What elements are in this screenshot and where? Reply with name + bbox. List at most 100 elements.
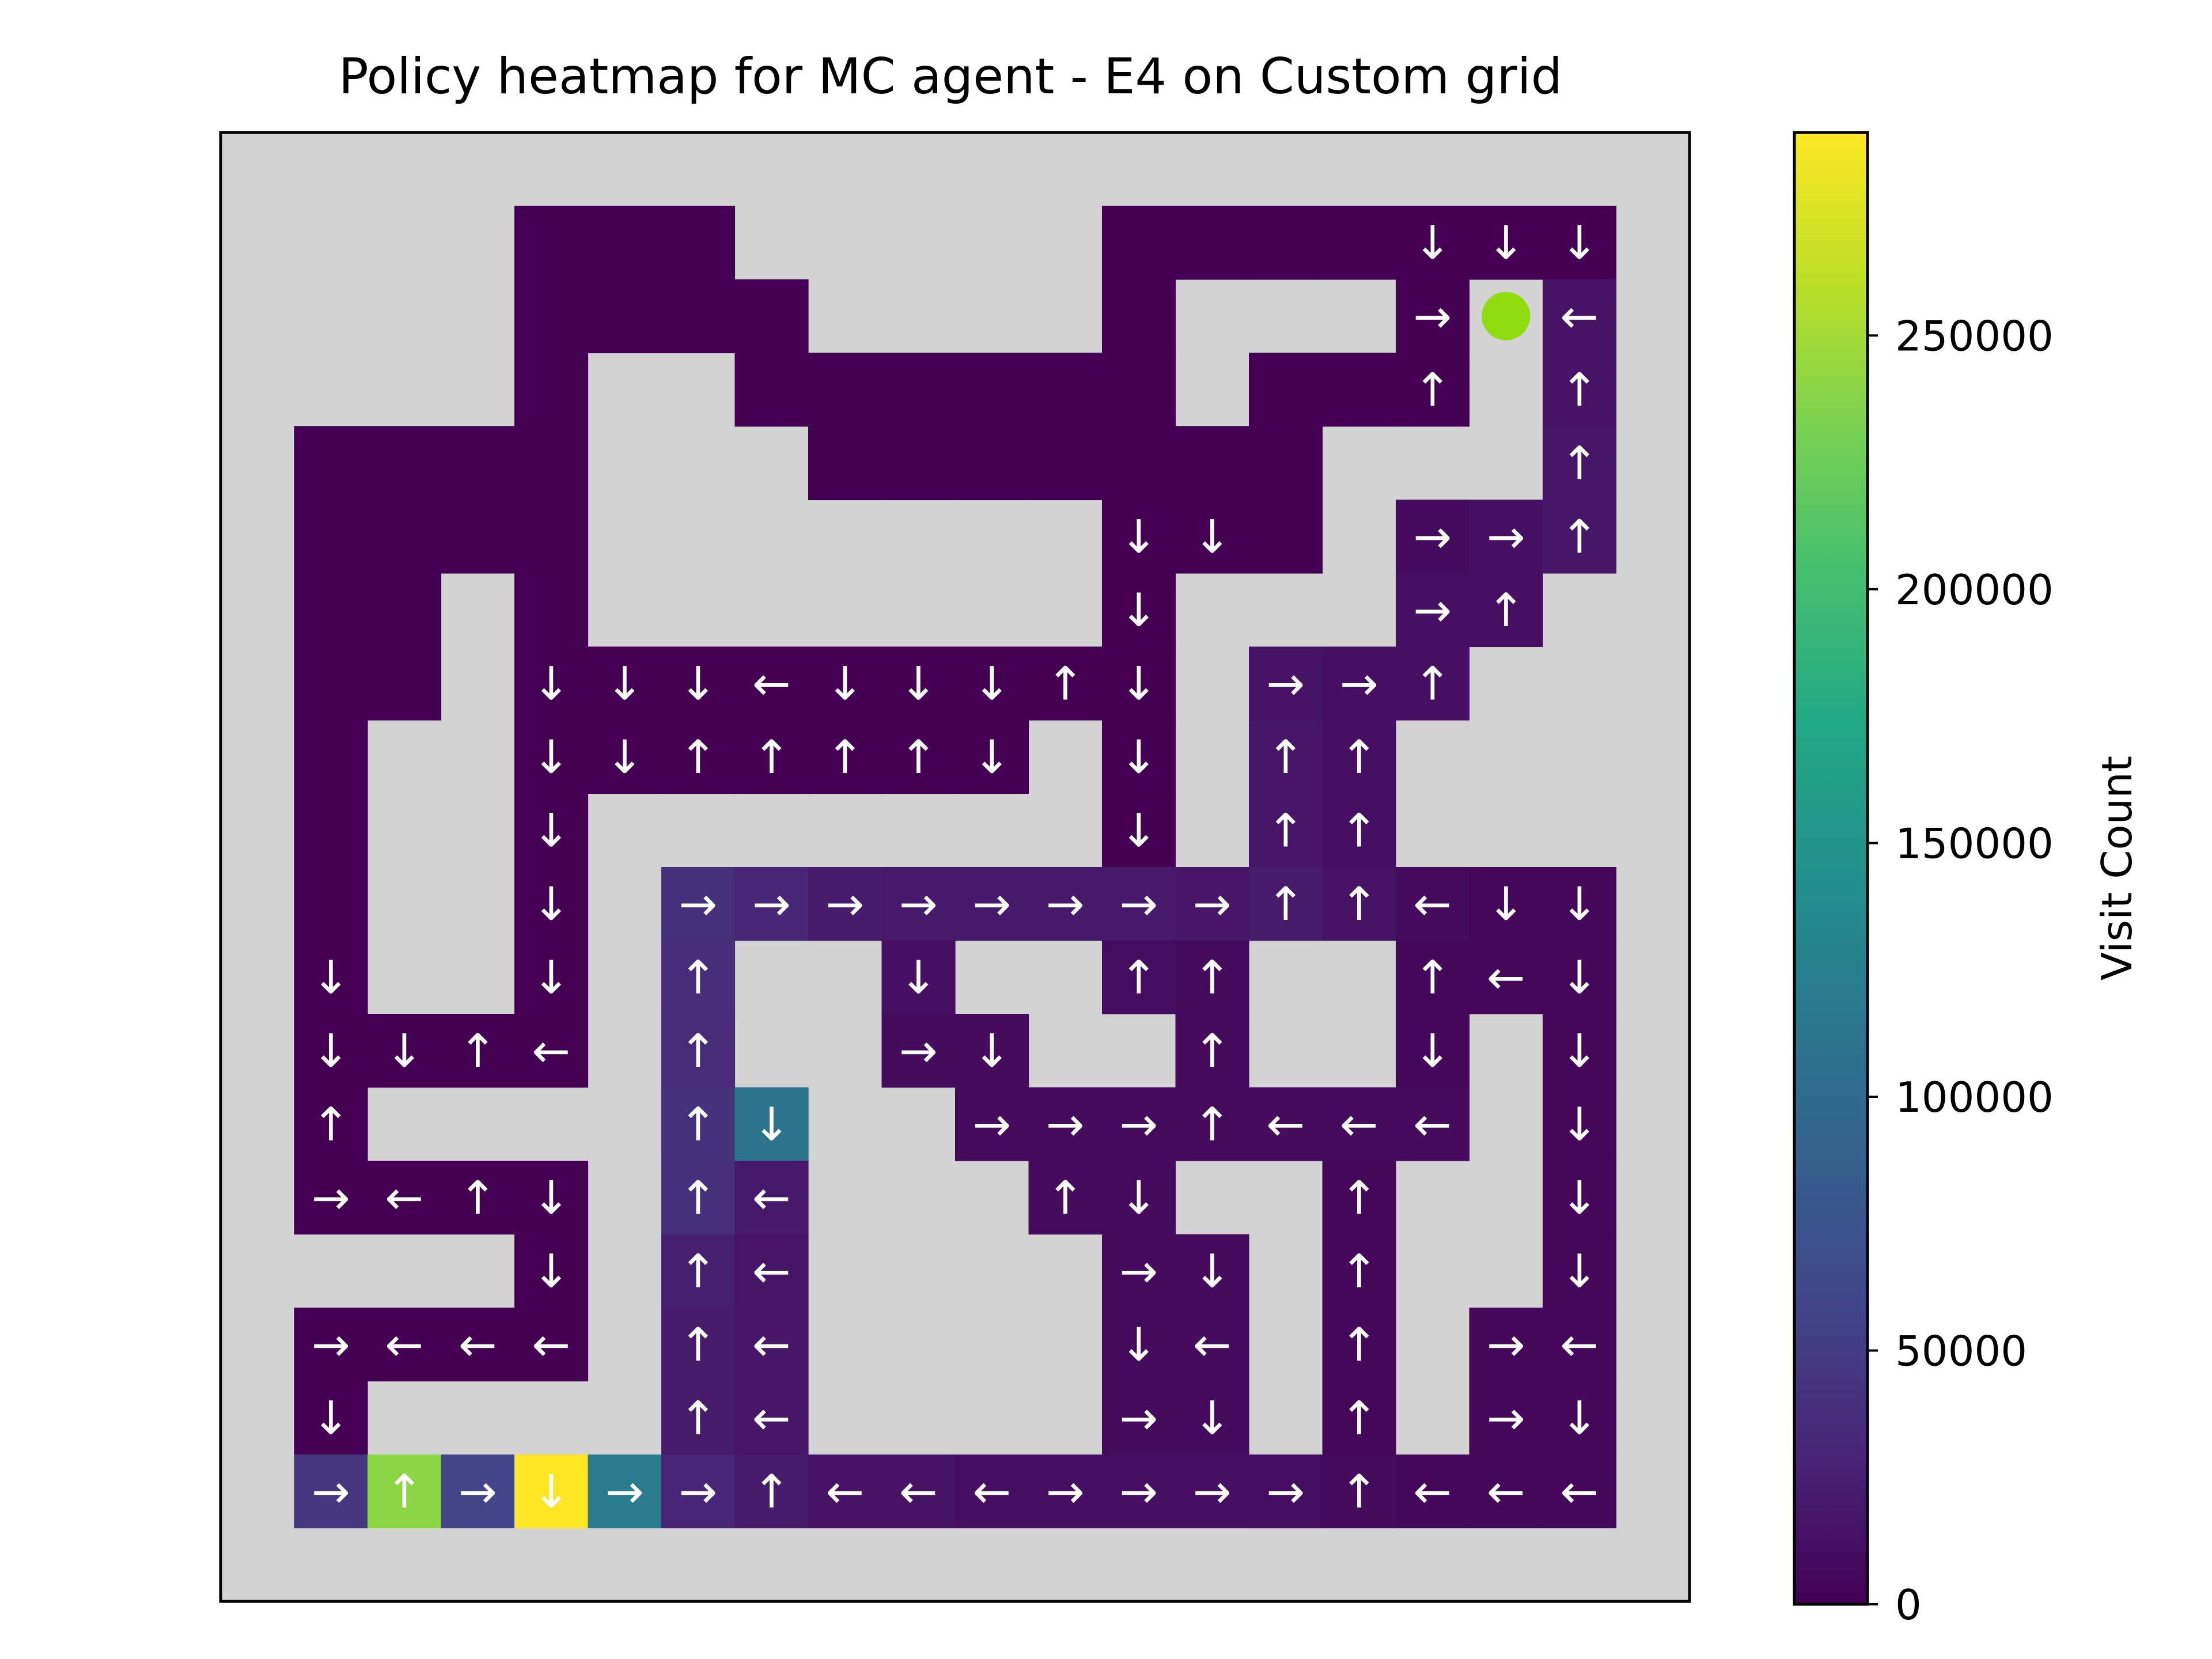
policy-arrow: ↑ — [1413, 363, 1452, 416]
heatmap-cell — [1102, 573, 1176, 647]
heatmap-cell — [1102, 1234, 1176, 1308]
policy-arrow: → — [972, 877, 1011, 931]
heatmap-cell — [1469, 867, 1543, 941]
heatmap-cell — [368, 1455, 442, 1529]
policy-arrow: ← — [752, 1391, 791, 1445]
heatmap-cell — [955, 1455, 1029, 1529]
policy-arrow: ← — [752, 657, 791, 710]
heatmap-cell — [1249, 353, 1323, 427]
policy-arrow: ↑ — [1266, 804, 1305, 857]
heatmap-cell — [1102, 426, 1176, 501]
heatmap-cell — [441, 1308, 515, 1382]
colorbar-tick-label: 50000 — [1895, 1327, 2027, 1375]
policy-arrow: ↓ — [1560, 1024, 1599, 1078]
policy-arrow: → — [1487, 510, 1525, 563]
heatmap-cell — [1396, 206, 1470, 280]
policy-arrow: → — [1119, 1244, 1158, 1298]
heatmap-cell — [1469, 940, 1543, 1014]
heatmap-cell — [294, 1161, 368, 1235]
heatmap-cell — [1175, 1087, 1249, 1161]
heatmap-cell — [1469, 1381, 1543, 1455]
policy-arrow: ↓ — [532, 1465, 570, 1518]
policy-arrow: → — [679, 1465, 717, 1518]
policy-arrow: ↑ — [1340, 877, 1378, 931]
policy-arrow: ← — [385, 1318, 423, 1372]
heatmap-cell — [294, 573, 368, 647]
heatmap-cell — [1322, 1234, 1396, 1308]
heatmap-cell — [1543, 940, 1617, 1014]
heatmap-cell — [514, 646, 589, 721]
policy-arrow: ↑ — [1340, 1391, 1378, 1445]
policy-arrow: ← — [1487, 1465, 1525, 1518]
heatmap-cell — [514, 573, 589, 647]
heatmap-cell — [734, 279, 809, 354]
policy-arrow: ↑ — [679, 1318, 717, 1372]
heatmap-cell — [734, 1308, 809, 1382]
heatmap-cell — [1102, 940, 1176, 1014]
policy-arrow: ↓ — [972, 730, 1011, 784]
heatmap-cell — [1175, 1455, 1249, 1529]
heatmap-cell — [588, 279, 662, 354]
heatmap-cell — [1175, 1308, 1249, 1382]
policy-arrow: ↓ — [605, 730, 644, 784]
heatmap-cell — [514, 1234, 589, 1308]
heatmap-cell — [734, 353, 809, 427]
heatmap-cell — [1322, 206, 1396, 280]
heatmap-cell — [1396, 499, 1470, 574]
heatmap-cell — [294, 646, 368, 721]
heatmap-cell — [808, 646, 882, 721]
heatmap-cell — [1028, 353, 1103, 427]
heatmap-cell — [1249, 1087, 1323, 1161]
policy-arrow: ↑ — [1119, 950, 1158, 1004]
heatmap-cell — [1102, 793, 1176, 868]
heatmap-cell — [588, 206, 662, 280]
policy-arrow: → — [1119, 1391, 1158, 1445]
heatmap-cell — [1102, 353, 1176, 427]
plot-frame — [219, 131, 1691, 1603]
policy-arrow: ↑ — [1413, 950, 1452, 1004]
colorbar-tick-label: 250000 — [1895, 312, 2054, 360]
heatmap-cell — [368, 573, 442, 647]
heatmap-cell — [661, 1381, 736, 1455]
policy-arrow: ↑ — [1340, 1465, 1378, 1518]
policy-arrow: → — [459, 1465, 497, 1518]
heatmap-cell — [1396, 1087, 1470, 1161]
policy-arrow: ↑ — [459, 1024, 497, 1078]
heatmap-cell — [661, 1087, 736, 1161]
policy-arrow: ↓ — [532, 950, 570, 1004]
policy-arrow: ← — [752, 1318, 791, 1372]
heatmap-cell — [661, 1161, 736, 1235]
heatmap-cell — [734, 1381, 809, 1455]
policy-arrow: ← — [825, 1465, 864, 1518]
heatmap-cell — [441, 1455, 515, 1529]
heatmap-cell — [1469, 1308, 1543, 1382]
heatmap-cell — [1102, 206, 1176, 280]
policy-arrow: ↑ — [1046, 1171, 1085, 1225]
heatmap-cell — [1396, 353, 1470, 427]
heatmap-cell — [514, 793, 589, 868]
heatmap-cell — [1469, 1455, 1543, 1529]
heatmap-cell — [1543, 353, 1617, 427]
heatmap-cell — [514, 720, 589, 794]
policy-arrow: ↑ — [1340, 1244, 1378, 1298]
heatmap-cell — [588, 720, 662, 794]
heatmap-cell — [588, 1455, 662, 1529]
heatmap-cell — [955, 720, 1029, 794]
heatmap-cell — [1396, 1014, 1470, 1088]
heatmap-cell — [514, 426, 589, 501]
policy-arrow: ↓ — [1560, 216, 1599, 270]
heatmap-plot-area: ↓ ↓ ↓ → ← ↑ ↑ ↑ ↓ ↓ → → ↑ ↓ → ↑ ↓ ↓ ↓ ← ↓ ↓ ↓ ↑ ↓ → → ↑ ↓ ↓ ↑ ↑ ↑ ↑ ↓ ↓ ↑ ↑ ↓ ↓… — [219, 131, 1691, 1603]
policy-arrow: ↓ — [1119, 730, 1158, 784]
heatmap-cell — [1322, 1161, 1396, 1235]
policy-arrow: → — [679, 877, 717, 931]
heatmap-cell — [808, 720, 882, 794]
policy-arrow: ← — [1413, 1097, 1452, 1151]
policy-arrow: ↑ — [459, 1171, 497, 1225]
colorbar-gradient — [1794, 132, 1868, 1604]
policy-arrow: ↑ — [752, 1465, 791, 1518]
heatmap-cell — [514, 940, 589, 1014]
heatmap-cell — [1322, 353, 1396, 427]
heatmap-cell — [1543, 1381, 1617, 1455]
heatmap-cell — [1543, 499, 1617, 574]
heatmap-cell — [1543, 1161, 1617, 1235]
